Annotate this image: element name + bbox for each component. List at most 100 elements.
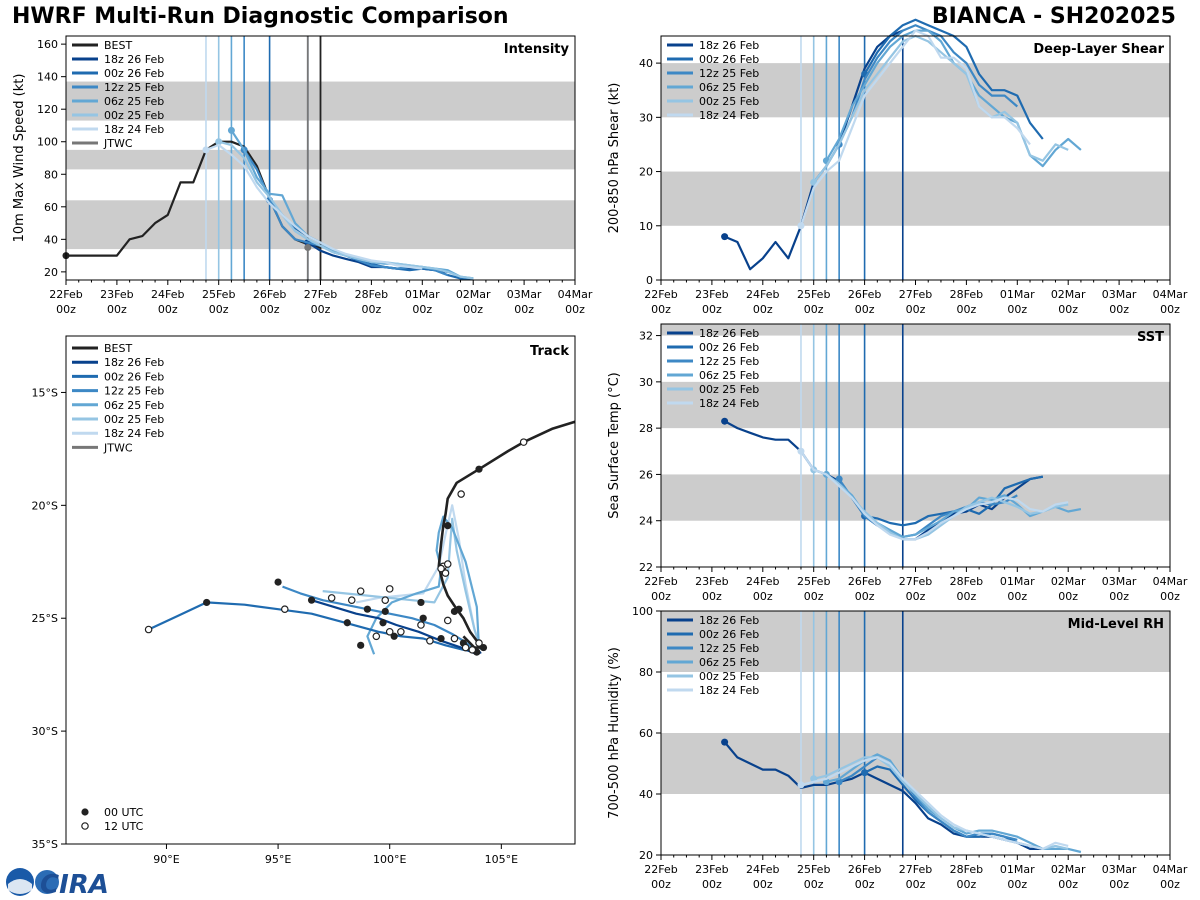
intensity-legend-label: 06z 25 Feb xyxy=(104,95,164,108)
track-point-12utc xyxy=(437,564,445,573)
rh-ytick-label: 60 xyxy=(639,727,653,740)
sst-series-start-point xyxy=(797,447,805,455)
track-point-12utc xyxy=(443,616,452,625)
track-point-00utc xyxy=(479,643,488,652)
shear-series-line xyxy=(812,34,1069,184)
sst-legend-label: 00z 25 Feb xyxy=(699,383,759,396)
rh-legend-label: 00z 25 Feb xyxy=(699,670,759,683)
sst-legend-label: 18z 24 Feb xyxy=(699,397,759,410)
rh-ytick-label: 100 xyxy=(632,605,653,618)
track-point-12utc xyxy=(426,636,434,645)
sst-band xyxy=(661,381,1170,429)
track-ytick-label: 20°S xyxy=(32,499,58,512)
track-xtick-label: 105°E xyxy=(485,853,518,866)
shear-xtick-sublabel: 00z xyxy=(804,303,824,316)
sst-panel: 22Feb 00z 23Feb 00z 24Feb 00z 25Feb 00z 26Feb 00z… xyxy=(607,323,1188,603)
rh-legend-label: 18z 24 Feb xyxy=(699,684,759,697)
intensity-xtick-label: 04Mar xyxy=(558,288,593,301)
track-point-00utc xyxy=(417,598,425,607)
rh-legend-label: 18z 26 Feb xyxy=(699,614,759,627)
shear-xtick-sublabel: 00z xyxy=(702,303,722,316)
shear-xtick-sublabel: 00z xyxy=(855,303,875,316)
intensity-series-start-point xyxy=(227,126,235,134)
shear-xtick-sublabel: 00z xyxy=(906,303,926,316)
intensity-ytick-label: 140 xyxy=(37,71,58,84)
shear-band xyxy=(661,63,1170,118)
track-point-00utc xyxy=(307,596,316,604)
rh-panel: 22Feb 00z 23Feb 00z 24Feb 00z 25Feb 00z 26Feb 00z… xyxy=(607,605,1188,891)
track-legend-12utc-label: 12 UTC xyxy=(104,820,144,833)
track-point-12utc xyxy=(385,585,394,593)
shear-ylabel: 200-850 hPa Shear (kt) xyxy=(607,83,622,234)
intensity-series-start-point xyxy=(304,243,312,251)
shear-xtick-label: 25Feb xyxy=(797,288,830,301)
track-point-12utc xyxy=(372,632,381,641)
intensity-xtick-sublabel: 00z xyxy=(565,303,585,316)
sst-xtick-label: 01Mar xyxy=(1000,575,1035,588)
track-point-12utc xyxy=(519,438,528,446)
rh-ylabel: 700-500 hPa Humidity (%) xyxy=(607,647,622,819)
track-point-00utc xyxy=(379,619,387,627)
sst-ytick-label: 28 xyxy=(639,422,653,435)
rh-xtick-sublabel: 00z xyxy=(1007,878,1027,891)
sst-legend-label: 12z 25 Feb xyxy=(699,355,759,368)
intensity-ytick-label: 100 xyxy=(37,136,58,149)
track-point-00utc xyxy=(437,634,445,643)
track-ytick-label: 30°S xyxy=(32,725,58,738)
track-legend-label: 12z 25 Feb xyxy=(104,385,164,398)
track-point-12utc xyxy=(475,639,483,647)
track-legend-12utc-marker xyxy=(81,822,89,830)
sst-title: SST xyxy=(1137,330,1164,345)
sst-ytick-label: 32 xyxy=(639,330,653,343)
shear-xtick-label: 27Feb xyxy=(899,288,932,301)
sst-xtick-label: 26Feb xyxy=(848,575,881,588)
sst-series-start-point xyxy=(721,417,729,425)
rh-xtick-sublabel: 00z xyxy=(651,878,671,891)
rh-series-start-point xyxy=(797,781,805,789)
cira-logo: CIRA xyxy=(6,868,109,900)
track-point-00utc xyxy=(390,632,398,640)
sst-xtick-label: 23Feb xyxy=(695,575,728,588)
track-point-12utc xyxy=(450,634,459,643)
sst-xtick-label: 02Mar xyxy=(1051,575,1086,588)
shear-legend-label: 18z 26 Feb xyxy=(699,39,759,52)
sst-xtick-sublabel: 00z xyxy=(651,590,671,603)
shear-xtick-sublabel: 00z xyxy=(1160,303,1180,316)
sst-legend-label: 00z 26 Feb xyxy=(699,341,759,354)
track-point-12utc xyxy=(347,596,356,604)
sst-xtick-label: 28Feb xyxy=(950,575,983,588)
track-point-12utc xyxy=(457,490,465,498)
shear-ytick-label: 10 xyxy=(639,220,653,233)
rh-series-line xyxy=(800,756,1069,851)
rh-xtick-sublabel: 00z xyxy=(855,878,875,891)
shear-xtick-label: 22Feb xyxy=(644,288,677,301)
track-ytick-label: 15°S xyxy=(32,386,58,399)
rh-xtick-label: 28Feb xyxy=(950,863,983,876)
intensity-series-start-point xyxy=(202,146,210,154)
shear-xtick-sublabel: 00z xyxy=(1109,303,1129,316)
track-point-00utc xyxy=(343,619,351,627)
rh-xtick-label: 01Mar xyxy=(1000,863,1035,876)
rh-ytick-label: 40 xyxy=(639,788,653,801)
intensity-xtick-sublabel: 00z xyxy=(362,303,382,316)
cira-logo-text: CIRA xyxy=(40,870,109,900)
sst-xtick-sublabel: 00z xyxy=(702,590,722,603)
shear-series-start-point xyxy=(797,222,805,230)
rh-xtick-label: 25Feb xyxy=(797,863,830,876)
shear-xtick-sublabel: 00z xyxy=(957,303,977,316)
track-frame xyxy=(65,335,576,845)
sst-xtick-sublabel: 00z xyxy=(1007,590,1027,603)
rh-series-start-point xyxy=(861,769,869,777)
intensity-ytick-label: 40 xyxy=(44,233,58,246)
track-line xyxy=(322,517,483,651)
track-point-12utc xyxy=(144,625,153,634)
rh-legend-label: 12z 25 Feb xyxy=(699,642,759,655)
shear-xtick-label: 02Mar xyxy=(1051,288,1086,301)
sst-xtick-label: 27Feb xyxy=(899,575,932,588)
intensity-xtick-sublabel: 00z xyxy=(463,303,483,316)
intensity-xtick-sublabel: 00z xyxy=(311,303,331,316)
rh-xtick-sublabel: 00z xyxy=(702,878,722,891)
sst-xtick-label: 04Mar xyxy=(1153,575,1188,588)
rh-series-line xyxy=(838,756,1018,841)
sst-xtick-sublabel: 00z xyxy=(855,590,875,603)
